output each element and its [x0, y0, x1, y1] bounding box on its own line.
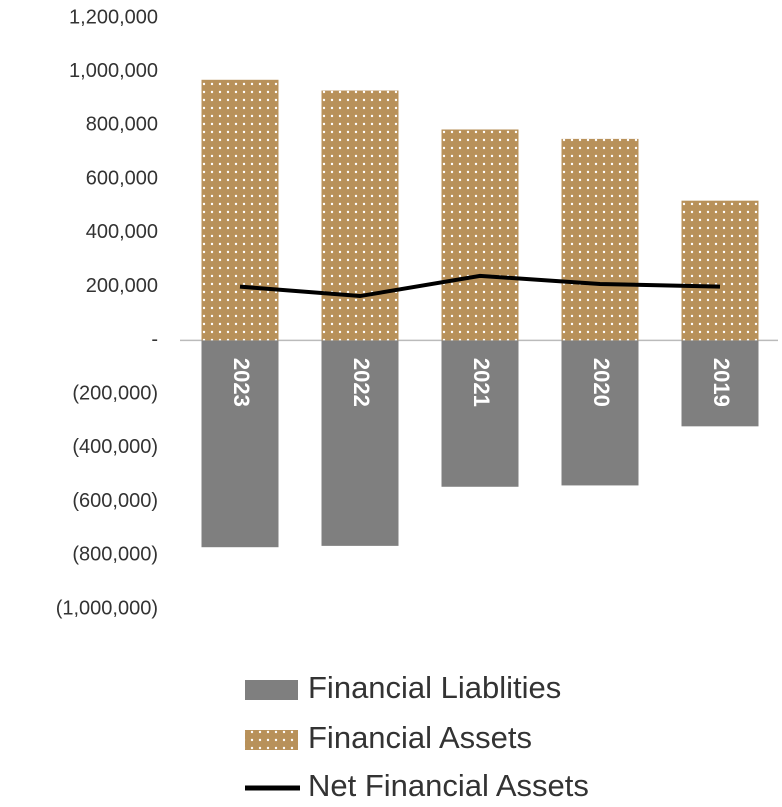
x-tick-label: 2019	[709, 358, 734, 407]
bar	[561, 138, 639, 341]
y-tick-label: (200,000)	[72, 382, 158, 404]
x-tick-label: 2020	[589, 358, 614, 407]
bar	[201, 79, 279, 341]
legend-label: Net Financial Assets	[308, 768, 589, 803]
legend-swatch	[245, 730, 298, 750]
legend-swatch	[245, 680, 298, 700]
x-tick-label: 2023	[229, 358, 254, 407]
bar	[681, 340, 759, 427]
x-tick-label: 2021	[469, 358, 494, 407]
x-tick-label: 2022	[349, 358, 374, 407]
y-tick-label: (800,000)	[72, 544, 158, 566]
bar	[561, 340, 639, 486]
line	[239, 273, 721, 299]
bar	[321, 340, 399, 546]
legend-label: Financial Assets	[308, 720, 532, 755]
y-tick-label: -	[151, 329, 158, 351]
y-tick-label: 1,000,000	[69, 60, 158, 82]
y-tick-label: 800,000	[86, 114, 158, 136]
bar	[681, 200, 759, 341]
y-tick-label: 600,000	[86, 167, 158, 189]
bar	[441, 129, 519, 341]
bar	[201, 340, 279, 548]
y-tick-label: 400,000	[86, 221, 158, 243]
y-tick-label: 200,000	[86, 275, 158, 297]
bar	[441, 340, 519, 487]
bar	[321, 90, 399, 341]
y-tick-label: (400,000)	[72, 436, 158, 458]
y-tick-label: 1,200,000	[69, 6, 158, 28]
y-tick-label: (1,000,000)	[56, 597, 158, 619]
legend-label: Financial Liablities	[308, 670, 561, 705]
y-tick-label: (600,000)	[72, 490, 158, 512]
